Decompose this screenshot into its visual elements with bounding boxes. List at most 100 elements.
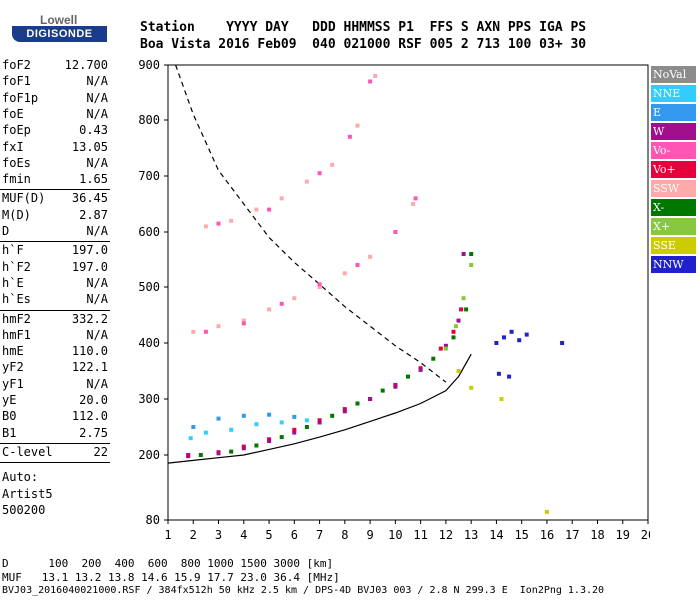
- param-separator: [0, 189, 110, 191]
- data-point: [459, 307, 464, 312]
- param-value: 2.75: [79, 425, 108, 440]
- data-point: [330, 162, 335, 167]
- param-row: foEs N/A: [2, 156, 108, 171]
- x-tick-label: 5: [265, 528, 272, 542]
- x-tick-label: 17: [565, 528, 579, 542]
- auto-scaling-line: Artist5: [2, 486, 53, 501]
- param-name: foE: [2, 106, 24, 121]
- param-value: N/A: [86, 327, 108, 342]
- param-value: 197.0: [71, 243, 108, 258]
- legend-item: W: [651, 123, 696, 140]
- data-point: [186, 454, 191, 459]
- x-tick-label: 11: [413, 528, 427, 542]
- data-point: [304, 418, 309, 423]
- param-value: N/A: [86, 155, 108, 170]
- data-point: [507, 374, 512, 379]
- param-row: foF1p N/A: [2, 91, 108, 106]
- param-name: B0: [2, 409, 17, 424]
- param-name: M(D): [2, 207, 31, 222]
- param-separator: [0, 309, 110, 311]
- param-value: 22: [93, 444, 108, 459]
- y-tick-label: 800: [138, 113, 160, 127]
- param-value: N/A: [86, 74, 108, 89]
- param-separator: [0, 442, 110, 444]
- param-name: h`F: [2, 243, 24, 258]
- data-point: [368, 397, 373, 401]
- y-tick-label: 900: [138, 58, 160, 72]
- data-point: [188, 436, 193, 441]
- legend-item: Vo+: [651, 161, 696, 178]
- data-point: [502, 335, 506, 340]
- x-tick-label: 10: [388, 528, 402, 542]
- x-tick-labels: 1234567891011121314151617181920: [164, 520, 650, 542]
- data-point: [304, 425, 309, 429]
- y-tick-label: 300: [138, 392, 160, 406]
- data-point: [451, 335, 456, 340]
- param-row: foF2 12.700: [2, 58, 108, 73]
- data-point: [191, 329, 196, 334]
- param-value: N/A: [86, 292, 108, 307]
- param-value: 0.43: [79, 123, 108, 138]
- param-row: yF2 122.1: [2, 360, 108, 375]
- data-point: [317, 171, 322, 176]
- param-row: hmF1 N/A: [2, 328, 108, 343]
- data-point: [413, 196, 418, 201]
- data-point: [267, 207, 272, 212]
- param-row: h`Es N/A: [2, 292, 108, 307]
- param-row: foE N/A: [2, 107, 108, 122]
- legend-item: X+: [651, 218, 696, 235]
- data-point: [292, 414, 297, 419]
- data-point: [461, 296, 466, 301]
- data-point: [292, 296, 297, 301]
- header-line-2: Boa Vista 2016 Feb09 040 021000 RSF 005 …: [140, 37, 587, 52]
- data-point: [267, 307, 272, 312]
- data-point: [393, 230, 398, 234]
- data-point: [560, 341, 565, 345]
- param-row: C-level 22: [2, 445, 108, 460]
- data-point: [304, 179, 309, 184]
- y-tick-labels: 80 200 300 400 500 600 700 800 900: [138, 58, 168, 527]
- param-row: h`F2 197.0: [2, 260, 108, 275]
- param-name: B1: [2, 425, 17, 440]
- data-point: [461, 252, 466, 256]
- curves: [167, 64, 472, 464]
- header-line-1: Station YYYY DAY DDD HHMMSS P1 FFS S AXN…: [140, 20, 587, 35]
- param-name: foF1p: [2, 90, 39, 105]
- parameter-panel: foF2 12.700 foF1 N/A foF1p N/A foE N/A foEp 0.43 f…: [0, 58, 112, 528]
- param-value: 13.05: [71, 139, 108, 154]
- ionogram-chart: 1234567891011121314151617181920 80200300…: [138, 58, 650, 542]
- param-row: fmin 1.65: [2, 172, 108, 187]
- param-name: C-level: [2, 444, 53, 459]
- param-name: yF1: [2, 376, 24, 391]
- param-name: hmE: [2, 344, 24, 359]
- param-value: N/A: [86, 90, 108, 105]
- param-row: yF1 N/A: [2, 377, 108, 392]
- param-row: M(D) 2.87: [2, 208, 108, 223]
- data-point: [443, 343, 448, 348]
- param-value: 122.1: [71, 360, 108, 375]
- param-value: 12.700: [64, 58, 108, 72]
- legend-item: NNW: [651, 256, 696, 273]
- param-name: foF2: [2, 58, 31, 72]
- param-value: N/A: [86, 224, 108, 238]
- legend-item: SSE: [651, 237, 696, 254]
- data-point: [438, 346, 443, 351]
- x-tick-label: 19: [616, 528, 630, 542]
- param-name: foEs: [2, 155, 31, 170]
- data-point: [267, 412, 272, 417]
- data-point: [330, 413, 335, 418]
- data-point: [380, 388, 385, 393]
- param-name: h`F2: [2, 259, 31, 274]
- param-row: foF1 N/A: [2, 74, 108, 89]
- x-tick-label: 4: [240, 528, 247, 542]
- param-name: h`E: [2, 275, 24, 290]
- data-point: [292, 430, 297, 435]
- data-point: [355, 401, 360, 406]
- data-point: [517, 338, 522, 343]
- param-value: 1.65: [79, 172, 108, 187]
- data-point: [469, 385, 474, 390]
- data-points: [186, 74, 565, 514]
- logo-lowell: Lowell: [40, 13, 78, 27]
- legend-item: E: [651, 104, 696, 121]
- data-point: [317, 285, 322, 289]
